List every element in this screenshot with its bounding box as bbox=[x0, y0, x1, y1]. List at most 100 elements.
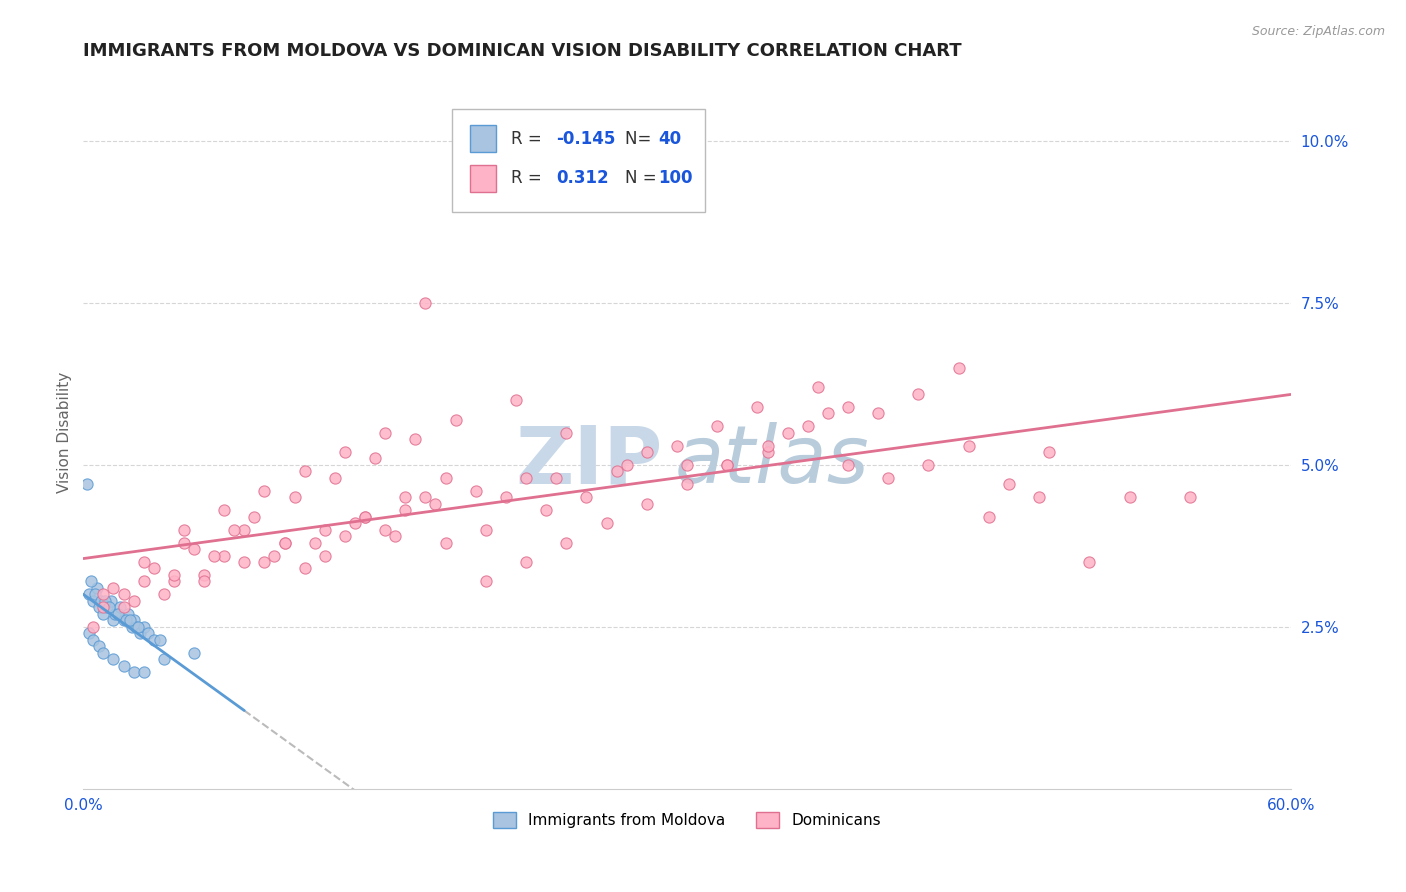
Point bbox=[907, 386, 929, 401]
Point bbox=[434, 471, 457, 485]
Point bbox=[636, 497, 658, 511]
Text: N =: N = bbox=[626, 169, 657, 187]
Point bbox=[636, 445, 658, 459]
Point bbox=[132, 620, 155, 634]
Text: N=: N= bbox=[626, 129, 657, 147]
Point bbox=[546, 471, 568, 485]
Point bbox=[112, 658, 135, 673]
Point bbox=[108, 600, 131, 615]
Point bbox=[94, 594, 117, 608]
Point bbox=[665, 438, 688, 452]
Point bbox=[314, 523, 336, 537]
Point bbox=[132, 665, 155, 679]
Point bbox=[89, 639, 111, 653]
Point bbox=[112, 600, 135, 615]
Point bbox=[173, 523, 195, 537]
Point bbox=[233, 523, 256, 537]
Point bbox=[595, 516, 617, 531]
Text: atlas: atlas bbox=[675, 422, 870, 500]
Point bbox=[202, 549, 225, 563]
Point bbox=[212, 549, 235, 563]
Point bbox=[86, 581, 108, 595]
Point bbox=[474, 523, 496, 537]
Point bbox=[193, 574, 215, 589]
Point bbox=[534, 503, 557, 517]
Point bbox=[142, 632, 165, 647]
Point bbox=[103, 581, 125, 595]
Text: 100: 100 bbox=[658, 169, 693, 187]
Point bbox=[364, 451, 387, 466]
Point bbox=[93, 646, 115, 660]
Point bbox=[374, 523, 396, 537]
Point bbox=[957, 438, 980, 452]
Point bbox=[233, 555, 256, 569]
Point bbox=[173, 535, 195, 549]
Point bbox=[90, 594, 112, 608]
Point bbox=[314, 549, 336, 563]
Point bbox=[93, 600, 115, 615]
Point bbox=[82, 594, 104, 608]
Point bbox=[114, 613, 136, 627]
Point bbox=[555, 425, 578, 440]
Point bbox=[1119, 490, 1142, 504]
Text: IMMIGRANTS FROM MOLDOVA VS DOMINICAN VISION DISABILITY CORRELATION CHART: IMMIGRANTS FROM MOLDOVA VS DOMINICAN VIS… bbox=[83, 42, 962, 60]
Point bbox=[1078, 555, 1101, 569]
Text: R =: R = bbox=[510, 129, 547, 147]
Point bbox=[616, 458, 638, 472]
Point bbox=[474, 574, 496, 589]
Y-axis label: Vision Disability: Vision Disability bbox=[58, 372, 72, 493]
Point bbox=[706, 419, 728, 434]
Point bbox=[294, 561, 316, 575]
Point bbox=[756, 438, 779, 452]
Point bbox=[243, 509, 266, 524]
Point bbox=[434, 535, 457, 549]
Point bbox=[776, 425, 799, 440]
Point bbox=[273, 535, 295, 549]
Point bbox=[263, 549, 285, 563]
Point bbox=[837, 400, 859, 414]
Point bbox=[79, 587, 101, 601]
Point bbox=[107, 607, 129, 621]
Point bbox=[273, 535, 295, 549]
Point bbox=[444, 412, 467, 426]
Point bbox=[404, 432, 426, 446]
Point bbox=[425, 497, 447, 511]
Point bbox=[193, 568, 215, 582]
Point bbox=[716, 458, 738, 472]
Point bbox=[93, 587, 115, 601]
Point bbox=[122, 594, 145, 608]
Point bbox=[122, 665, 145, 679]
Bar bbox=[470, 125, 496, 152]
Point bbox=[163, 568, 186, 582]
Point bbox=[80, 574, 103, 589]
Point bbox=[977, 509, 1000, 524]
Text: R =: R = bbox=[510, 169, 547, 187]
Point bbox=[415, 296, 437, 310]
Point bbox=[747, 400, 769, 414]
Point bbox=[132, 574, 155, 589]
Text: ZIP: ZIP bbox=[516, 422, 662, 500]
Point bbox=[917, 458, 939, 472]
Text: 40: 40 bbox=[658, 129, 681, 147]
Point bbox=[212, 503, 235, 517]
Point bbox=[79, 626, 101, 640]
Point bbox=[1028, 490, 1050, 504]
Point bbox=[948, 360, 970, 375]
Point bbox=[1038, 445, 1060, 459]
Point bbox=[575, 490, 598, 504]
Point bbox=[606, 464, 628, 478]
Point bbox=[998, 477, 1021, 491]
Point bbox=[817, 406, 839, 420]
Point bbox=[128, 626, 150, 640]
Point bbox=[676, 477, 699, 491]
Point bbox=[394, 503, 416, 517]
Point bbox=[415, 490, 437, 504]
Point bbox=[1178, 490, 1201, 504]
Point bbox=[183, 542, 205, 557]
Point bbox=[354, 509, 377, 524]
Point bbox=[354, 509, 377, 524]
Point bbox=[284, 490, 307, 504]
Legend: Immigrants from Moldova, Dominicans: Immigrants from Moldova, Dominicans bbox=[486, 806, 887, 834]
Point bbox=[304, 535, 326, 549]
Point bbox=[877, 471, 900, 485]
